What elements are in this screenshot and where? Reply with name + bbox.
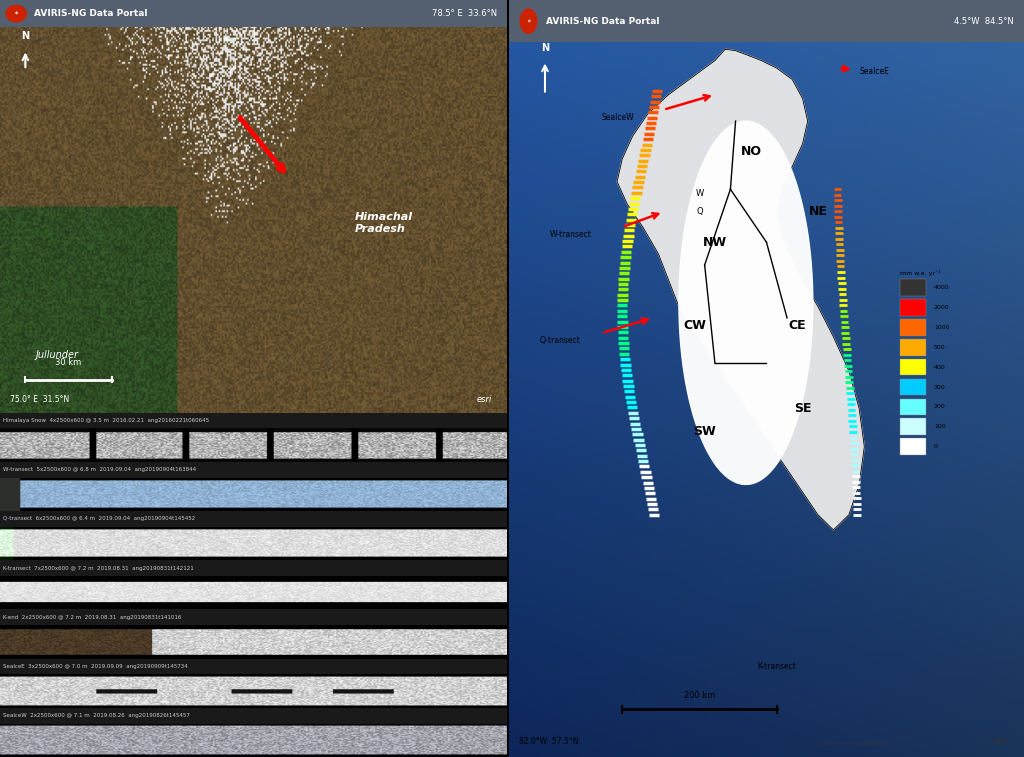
Text: 75.0° E  31.5°N: 75.0° E 31.5°N <box>10 395 70 404</box>
FancyBboxPatch shape <box>0 0 507 26</box>
Text: N: N <box>22 31 30 41</box>
Text: ✶: ✶ <box>13 11 18 16</box>
Circle shape <box>6 5 27 22</box>
Text: Himalaya Snow  4x2500x600 @ 3.5 m  2016.02.21  ang20160221t060645: Himalaya Snow 4x2500x600 @ 3.5 m 2016.02… <box>2 418 209 423</box>
Text: 30 km: 30 km <box>55 358 82 367</box>
Text: 2000: 2000 <box>934 305 949 310</box>
FancyBboxPatch shape <box>0 659 507 674</box>
Text: ✶: ✶ <box>526 19 530 23</box>
Text: W-transect  5x2500x600 @ 6.8 m  2019.09.04  ang20190904t163844: W-transect 5x2500x600 @ 6.8 m 2019.09.04… <box>2 467 196 472</box>
FancyBboxPatch shape <box>0 708 507 724</box>
Text: AVIRIS-NG Data Portal: AVIRIS-NG Data Portal <box>546 17 659 26</box>
FancyBboxPatch shape <box>900 319 926 336</box>
Text: CE: CE <box>788 319 806 332</box>
Text: NW: NW <box>702 235 727 249</box>
Text: CW: CW <box>683 319 706 332</box>
Text: SW: SW <box>693 425 716 438</box>
Text: SealceW  2x2500x600 @ 7.1 m  2019.08.26  ang20190826t145457: SealceW 2x2500x600 @ 7.1 m 2019.08.26 an… <box>2 713 189 718</box>
Text: 400: 400 <box>934 365 945 369</box>
FancyBboxPatch shape <box>900 339 926 356</box>
Text: Q: Q <box>696 207 702 217</box>
Text: SealceE  3x2500x600 @ 7.0 m  2019.09.09  ang20190909t145734: SealceE 3x2500x600 @ 7.0 m 2019.09.09 an… <box>2 664 187 669</box>
Polygon shape <box>679 121 813 484</box>
Text: K-transect: K-transect <box>758 662 797 671</box>
FancyBboxPatch shape <box>900 359 926 375</box>
Text: W: W <box>695 188 703 198</box>
Text: SE: SE <box>794 402 811 416</box>
Text: Himachal
Pradesh: Himachal Pradesh <box>354 212 413 234</box>
FancyBboxPatch shape <box>0 462 507 478</box>
FancyBboxPatch shape <box>0 413 507 428</box>
Text: 200: 200 <box>934 404 945 410</box>
Text: 1000: 1000 <box>934 325 949 330</box>
Text: 4000: 4000 <box>934 285 949 290</box>
Text: 4.5°W  84.5°N: 4.5°W 84.5°N <box>954 17 1014 26</box>
Text: K-transect  7x2500x600 @ 7.2 m  2019.08.31  ang20190831t142121: K-transect 7x2500x600 @ 7.2 m 2019.08.31… <box>2 565 194 571</box>
Text: mm w.e. yr⁻¹: mm w.e. yr⁻¹ <box>900 270 941 276</box>
Circle shape <box>520 9 537 33</box>
Text: AVIRIS-NG Data Portal: AVIRIS-NG Data Portal <box>35 9 147 18</box>
Text: 100: 100 <box>934 424 945 429</box>
FancyBboxPatch shape <box>0 560 507 576</box>
Text: W-transect: W-transect <box>550 230 592 239</box>
Text: esri: esri <box>993 737 1009 746</box>
FancyBboxPatch shape <box>900 279 926 296</box>
Text: 200 km: 200 km <box>684 691 715 700</box>
Text: NE: NE <box>809 205 827 219</box>
Text: 0: 0 <box>934 444 938 449</box>
FancyBboxPatch shape <box>509 0 1024 42</box>
FancyBboxPatch shape <box>900 419 926 435</box>
Text: 300: 300 <box>934 385 945 390</box>
Text: 78.5° E  33.6°N: 78.5° E 33.6°N <box>432 9 497 18</box>
Text: SealceW: SealceW <box>602 113 634 122</box>
Text: 82.0°W  57.5°N: 82.0°W 57.5°N <box>519 737 579 746</box>
Text: K-end  2x2500x600 @ 7.2 m  2019.08.31  ang20190831t141016: K-end 2x2500x600 @ 7.2 m 2019.08.31 ang2… <box>2 615 181 620</box>
Text: esri: esri <box>476 395 492 404</box>
Text: NO: NO <box>740 145 762 158</box>
Text: N: N <box>541 43 549 53</box>
Polygon shape <box>617 49 864 530</box>
FancyBboxPatch shape <box>900 398 926 415</box>
FancyBboxPatch shape <box>900 438 926 455</box>
Text: Q-transect: Q-transect <box>540 336 581 345</box>
FancyBboxPatch shape <box>0 609 507 625</box>
Text: 500: 500 <box>934 344 945 350</box>
Text: SealceE: SealceE <box>859 67 889 76</box>
FancyBboxPatch shape <box>900 299 926 316</box>
Text: Jullunder: Jullunder <box>36 350 79 360</box>
Text: Earthstar Geographics: Earthstar Geographics <box>818 740 889 746</box>
FancyBboxPatch shape <box>900 378 926 395</box>
Text: Q-transect  6x2500x600 @ 6.4 m  2019.09.04  ang20190904t145452: Q-transect 6x2500x600 @ 6.4 m 2019.09.04… <box>2 516 195 522</box>
FancyBboxPatch shape <box>0 511 507 527</box>
